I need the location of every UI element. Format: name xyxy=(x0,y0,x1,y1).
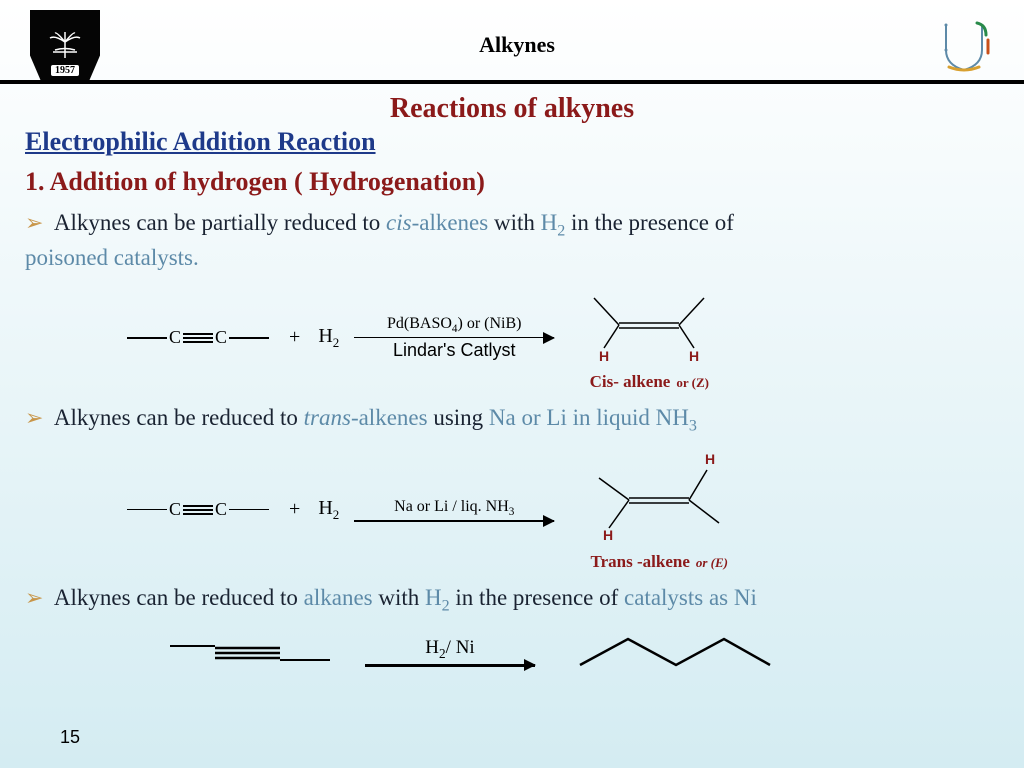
logo-left: 1957 xyxy=(30,10,100,80)
shield-icon xyxy=(934,15,994,75)
alkyne-reactant: C C xyxy=(125,327,271,348)
reagent-h2: H2 xyxy=(318,325,339,351)
page-number: 15 xyxy=(60,727,80,748)
section-number: 1 xyxy=(25,167,38,196)
svg-text:H: H xyxy=(705,451,715,467)
svg-text:H: H xyxy=(689,348,699,363)
bullet-2: ➢ Alkynes can be reduced to trans-alkene… xyxy=(25,402,999,437)
reaction-1: C C + H2 Pd(BASO4) or (NiB) Lindar's Cat… xyxy=(125,283,999,392)
reagent-h2: H2 xyxy=(318,497,339,523)
slide-content: Reactions of alkynes Electrophilic Addit… xyxy=(0,86,1024,692)
slide-header: 1957 Alkynes xyxy=(0,0,1024,84)
svg-text:H: H xyxy=(599,348,609,363)
main-title: Reactions of alkynes xyxy=(25,93,999,125)
reaction-3: H2/ Ni xyxy=(165,627,999,677)
plus-sign: + xyxy=(289,498,300,521)
reaction-arrow: H2/ Ni xyxy=(365,637,535,666)
bullet-3: ➢ Alkynes can be reduced to alkanes with… xyxy=(25,582,999,617)
reaction-arrow: Na or Li / liq. NH3 xyxy=(354,498,554,522)
bullet-arrow-icon: ➢ xyxy=(25,210,43,235)
plus-sign: + xyxy=(289,326,300,349)
header-title: Alkynes xyxy=(479,32,555,58)
alkyne-skeletal xyxy=(165,634,335,669)
trans-alkene-product: H H Trans -alkeneor (E) xyxy=(579,448,739,572)
subtitle: Electrophilic Addition Reaction xyxy=(25,127,999,157)
cis-alkene-product: H H Cis- alkeneor (Z) xyxy=(579,283,719,392)
section-header: 1. Addition of hydrogen ( Hydrogenation) xyxy=(25,167,999,197)
bullet-arrow-icon: ➢ xyxy=(25,405,43,430)
bullet-arrow-icon: ➢ xyxy=(25,585,43,610)
logo-year: 1957 xyxy=(51,65,79,76)
reaction-2: C C + H2 Na or Li / liq. NH3 H H Trans -… xyxy=(125,448,999,572)
alkyne-reactant: C C xyxy=(125,499,271,520)
palm-icon xyxy=(45,30,85,60)
svg-text:H: H xyxy=(603,527,613,543)
bullet-1: ➢ Alkynes can be partially reduced to ci… xyxy=(25,207,999,273)
alkane-product xyxy=(570,627,780,677)
reaction-arrow: Pd(BASO4) or (NiB) Lindar's Catlyst xyxy=(354,315,554,362)
